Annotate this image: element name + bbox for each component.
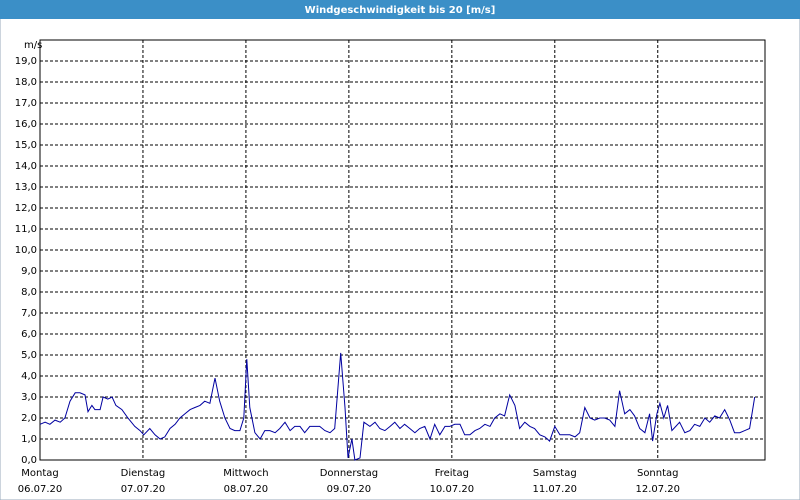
y-tick-label: 1,0 [21,434,37,445]
y-tick-label: 3,0 [21,392,37,403]
x-tick-sublabel: 12.07.20 [635,484,680,495]
x-tick-label: Donnerstag [320,468,378,479]
y-tick-label: 5,0 [21,350,37,361]
x-tick-sublabel: 08.07.20 [224,484,269,495]
title-bar [0,0,800,19]
wind-line [39,352,756,461]
y-tick-label: 9,0 [21,266,37,277]
x-tick-sublabel: 07.07.20 [121,484,166,495]
y-tick-label: 17,0 [15,98,37,109]
y-tick-label: 12,0 [15,203,37,214]
y-tick-label: 6,0 [21,329,37,340]
y-tick-label: 2,0 [21,413,37,424]
y-tick-label: 4,0 [21,371,37,382]
y-tick-label: 16,0 [15,119,37,130]
x-tick-label: Mittwoch [223,468,268,479]
chart-title: Windgeschwindigkeit bis 20 [m/s] [305,5,496,16]
y-tick-label: 19,0 [15,56,37,67]
x-tick-sublabel: 11.07.20 [533,484,578,495]
y-tick-label: 10,0 [15,245,37,256]
y-tick-label: 15,0 [15,140,37,151]
plot-frame [39,39,766,461]
y-tick-label: 14,0 [15,161,37,172]
y-tick-label: 13,0 [15,182,37,193]
y-tick-label: 0,0 [21,455,37,466]
y-tick-label: 7,0 [21,308,37,319]
x-tick-sublabel: 09.07.20 [327,484,372,495]
x-tick-sublabel: 06.07.20 [18,484,63,495]
x-tick-label: Montag [21,468,58,479]
x-tick-label: Sonntag [637,468,679,479]
x-tick-label: Samstag [533,468,577,479]
y-axis-label: m/s [24,40,42,51]
x-tick-label: Freitag [435,468,469,479]
y-tick-label: 18,0 [15,77,37,88]
x-tick-label: Dienstag [121,468,166,479]
y-tick-label: 11,0 [15,224,37,235]
y-tick-label: 8,0 [21,287,37,298]
x-tick-sublabel: 10.07.20 [430,484,475,495]
